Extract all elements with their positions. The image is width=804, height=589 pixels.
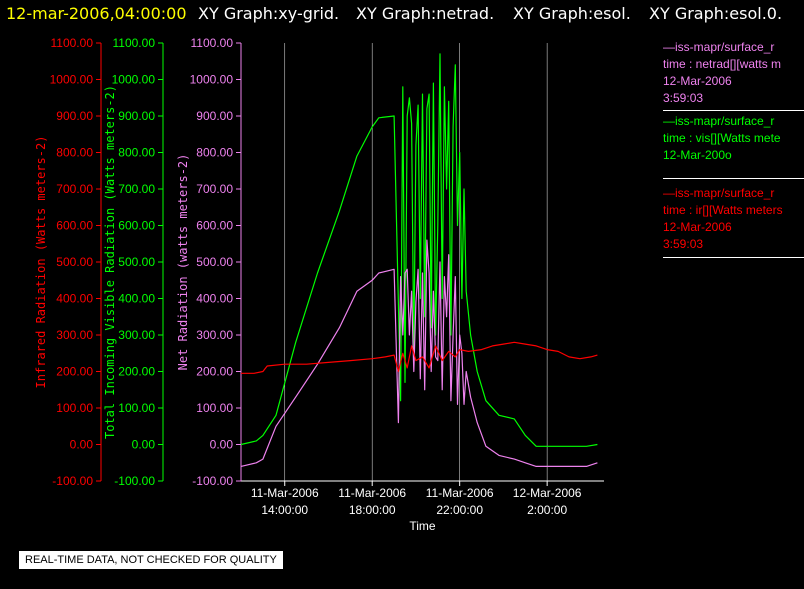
legend-vis-source: —iss-mapr/surface_r xyxy=(663,114,775,128)
legend-netrad-var: time : netrad[][watts m xyxy=(663,57,782,71)
legend-vis-var: time : vis[][Watts mete xyxy=(663,131,781,145)
x-tick-label: 11-Mar-2006 xyxy=(251,486,319,500)
legend-netrad-time: 3:59:03 xyxy=(663,91,704,105)
visible-tick-label: -100.00 xyxy=(114,474,155,488)
legend-netrad-date: 12-Mar-2006 xyxy=(663,74,732,88)
legend-entry-netrad: —iss-mapr/surface_r time : netrad[][watt… xyxy=(663,39,804,107)
net-tick-label: 0.00 xyxy=(210,438,234,452)
net-tick-label: -100.00 xyxy=(192,474,233,488)
net-tick-label: 300.00 xyxy=(196,328,233,342)
visible-tick-label: 600.00 xyxy=(118,219,155,233)
x-tick-label: 18:00:00 xyxy=(349,503,396,517)
visible-tick-label: 300.00 xyxy=(118,328,155,342)
net-tick-label: 700.00 xyxy=(196,182,233,196)
visible-tick-label: 900.00 xyxy=(118,109,155,123)
series-vis-line xyxy=(240,53,598,447)
legend-divider xyxy=(663,110,804,111)
title-graph-netrad: XY Graph:netrad. xyxy=(356,4,495,23)
net-tick-label: 100.00 xyxy=(196,401,233,415)
x-tick-label: 14:00:00 xyxy=(261,503,308,517)
legend-ir-time: 3:59:03 xyxy=(663,237,704,251)
legend-divider xyxy=(663,178,804,179)
visible-tick-label: 400.00 xyxy=(118,292,155,306)
net-tick-label: 400.00 xyxy=(196,292,233,306)
legend-divider xyxy=(663,257,804,258)
quality-disclaimer: REAL-TIME DATA, NOT CHECKED FOR QUALITY xyxy=(19,551,283,569)
infrared-tick-label: 200.00 xyxy=(56,365,93,379)
visible-tick-label: 1100.00 xyxy=(113,36,156,50)
title-graph-xy-grid: XY Graph:xy-grid. xyxy=(198,4,340,23)
infrared-tick-label: 800.00 xyxy=(56,146,93,160)
visible-tick-label: 0.00 xyxy=(132,438,156,452)
title-date: 12-mar-2006,04:00:00 xyxy=(6,4,187,23)
visible-tick-label: 700.00 xyxy=(118,182,155,196)
infrared-tick-label: 600.00 xyxy=(56,219,93,233)
net-axis-title: Net Radiation (watts meters-2) xyxy=(176,154,190,371)
x-tick-label: 2:00:00 xyxy=(527,503,567,517)
legend-ir-var: time : ir[][Watts meters xyxy=(663,203,783,217)
infrared-tick-label: 400.00 xyxy=(56,292,93,306)
legend-ir-source: —iss-mapr/surface_r xyxy=(663,186,775,200)
legend-netrad-source: —iss-mapr/surface_r xyxy=(663,40,775,54)
x-tick-label: 12-Mar-2006 xyxy=(513,486,582,500)
net-tick-label: 500.00 xyxy=(196,255,233,269)
infrared-tick-label: 500.00 xyxy=(56,255,93,269)
net-tick-label: 200.00 xyxy=(196,365,233,379)
infrared-tick-label: -100.00 xyxy=(52,474,93,488)
infrared-tick-label: 300.00 xyxy=(56,328,93,342)
infrared-tick-label: 0.00 xyxy=(70,438,94,452)
net-tick-label: 1000.00 xyxy=(190,73,234,87)
infrared-tick-label: 100.00 xyxy=(56,401,93,415)
visible-tick-label: 500.00 xyxy=(118,255,155,269)
legend-entry-ir: —iss-mapr/surface_r time : ir[][Watts me… xyxy=(663,185,804,253)
net-tick-label: 1100.00 xyxy=(191,36,234,50)
net-tick-label: 600.00 xyxy=(196,219,233,233)
x-axis-title: Time xyxy=(409,519,436,533)
visible-tick-label: 1000.00 xyxy=(112,73,156,87)
title-graph-esol: XY Graph:esol. xyxy=(513,4,631,23)
series-netrad-line xyxy=(240,239,598,467)
net-tick-label: 900.00 xyxy=(196,109,233,123)
legend-ir-date: 12-Mar-2006 xyxy=(663,220,732,234)
x-tick-label: 11-Mar-2006 xyxy=(338,486,406,500)
infrared-axis-title: Infrared Radiation (Watts meters-2) xyxy=(34,136,48,389)
net-tick-label: 800.00 xyxy=(196,146,233,160)
title-bar: 12-mar-2006,04:00:00 XY Graph:xy-grid. X… xyxy=(0,0,804,28)
legend-vis-date: 12-Mar-200o xyxy=(663,148,732,162)
infrared-tick-label: 1000.00 xyxy=(50,73,94,87)
infrared-tick-label: 900.00 xyxy=(56,109,93,123)
legend-entry-vis: —iss-mapr/surface_r time : vis[][Watts m… xyxy=(663,113,804,164)
x-tick-label: 11-Mar-2006 xyxy=(426,486,494,500)
title-graph-esol0: XY Graph:esol.0. xyxy=(649,4,783,23)
visible-tick-label: 800.00 xyxy=(118,146,155,160)
series-ir-line xyxy=(241,341,598,374)
visible-axis-title: Total Incoming Visible Radiation (Watts … xyxy=(103,85,117,439)
x-tick-label: 22:00:00 xyxy=(436,503,483,517)
infrared-tick-label: 1100.00 xyxy=(51,36,94,50)
infrared-tick-label: 700.00 xyxy=(56,182,93,196)
visible-tick-label: 200.00 xyxy=(118,365,155,379)
visible-tick-label: 100.00 xyxy=(118,401,155,415)
